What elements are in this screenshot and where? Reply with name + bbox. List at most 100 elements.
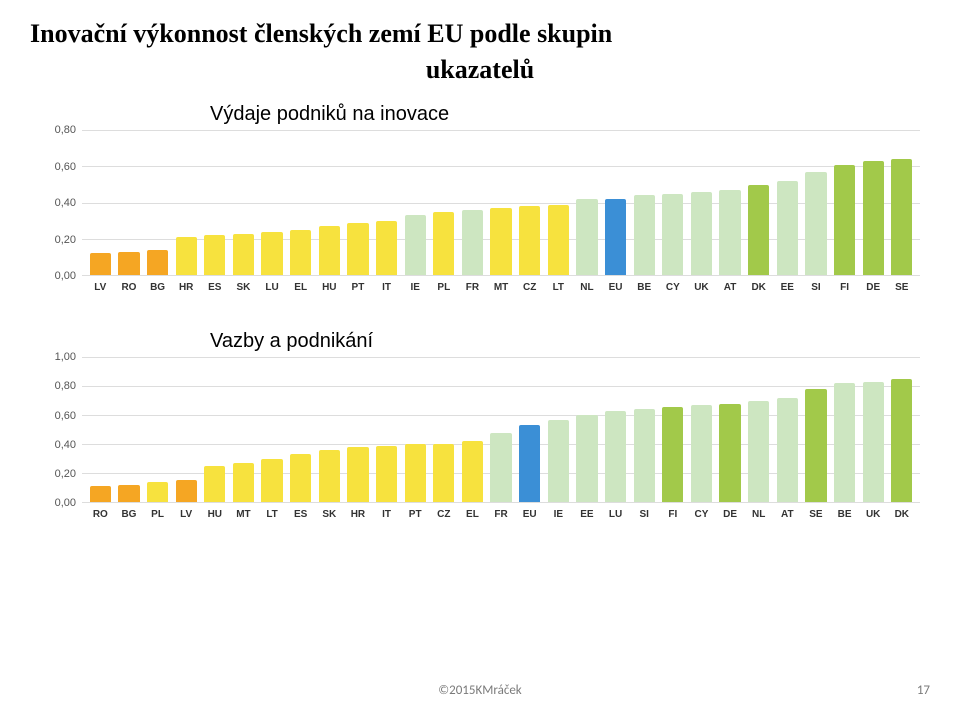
bar-sk: [233, 234, 254, 276]
bar-slot: [115, 357, 144, 502]
x-tick-label: NL: [744, 505, 773, 527]
bar-slot: [430, 357, 459, 502]
x-tick-label: CZ: [515, 278, 544, 300]
y-tick-label: 0,20: [55, 468, 76, 480]
x-tick-label: PT: [401, 505, 430, 527]
x-tick-label: EE: [773, 278, 802, 300]
bar-slot: [401, 357, 430, 502]
x-tick-label: AT: [773, 505, 802, 527]
bar-lu: [261, 232, 282, 276]
footer-copyright: ©2015KMráček: [0, 683, 960, 698]
x-tick-label: DE: [859, 278, 888, 300]
bar-hr: [347, 447, 368, 502]
bar-ee: [576, 415, 597, 502]
bar-slot: [115, 130, 144, 275]
bar-at: [719, 190, 740, 275]
bar-slot: [515, 357, 544, 502]
bar-slot: [573, 130, 602, 275]
x-tick-label: SE: [802, 505, 831, 527]
bar-ro: [90, 486, 111, 502]
bar-slot: [773, 357, 802, 502]
x-tick-label: LU: [601, 505, 630, 527]
bar-cy: [691, 405, 712, 502]
x-tick-label: PT: [344, 278, 373, 300]
x-tick-label: SK: [229, 278, 258, 300]
bar-slot: [258, 357, 287, 502]
x-tick-label: SE: [888, 278, 917, 300]
bar-es: [290, 454, 311, 502]
y-tick-label: 0,80: [55, 124, 76, 136]
bar-eu: [605, 199, 626, 275]
bar-slot: [601, 130, 630, 275]
bar-fi: [834, 165, 855, 276]
chart2-plot: [82, 357, 920, 503]
bar-slot: [888, 130, 917, 275]
bar-slot: [716, 130, 745, 275]
bar-uk: [691, 192, 712, 275]
bar-de: [719, 404, 740, 503]
x-tick-label: IT: [372, 278, 401, 300]
bar-slot: [229, 357, 258, 502]
bar-lu: [605, 411, 626, 502]
x-tick-label: EL: [458, 505, 487, 527]
x-tick-label: CZ: [430, 505, 459, 527]
bar-slot: [544, 357, 573, 502]
y-tick-label: 0,40: [55, 197, 76, 209]
x-tick-label: FI: [830, 278, 859, 300]
chart1-label: Výdaje podniků na inovace: [210, 103, 930, 126]
x-tick-label: HU: [201, 505, 230, 527]
bar-bg: [118, 485, 139, 502]
x-tick-label: HR: [344, 505, 373, 527]
bar-slot: [802, 357, 831, 502]
chart2-x-labels: ROBGPLLVHUMTLTESSKHRITPTCZELFREUIEEELUSI…: [82, 505, 920, 527]
bar-se: [805, 389, 826, 502]
bar-at: [777, 398, 798, 502]
bar-se: [891, 159, 912, 275]
page-title-line2: ukazatelů: [426, 55, 534, 85]
bar-hu: [204, 466, 225, 502]
bar-slot: [201, 130, 230, 275]
bar-cy: [662, 194, 683, 276]
chart-linkages: Vazby a podnikání 0,000,200,400,600,801,…: [30, 330, 930, 527]
bar-pl: [147, 482, 168, 502]
x-tick-label: CY: [687, 505, 716, 527]
chart-spending: Výdaje podniků na inovace 0,000,200,400,…: [30, 103, 930, 300]
bar-slot: [544, 130, 573, 275]
x-tick-label: DK: [744, 278, 773, 300]
x-tick-label: BE: [830, 505, 859, 527]
x-tick-label: DE: [716, 505, 745, 527]
bar-lv: [176, 480, 197, 502]
bar-slot: [487, 130, 516, 275]
bar-lt: [548, 205, 569, 276]
x-tick-label: SK: [315, 505, 344, 527]
bar-hu: [319, 226, 340, 275]
x-tick-label: SI: [630, 505, 659, 527]
bar-slot: [515, 130, 544, 275]
bar-slot: [659, 357, 688, 502]
chart2-label: Vazby a podnikání: [210, 330, 930, 353]
bar-bg: [147, 250, 168, 275]
bar-pt: [347, 223, 368, 276]
chart1-x-labels: LVROBGHRESSKLUELHUPTITIEPLFRMTCZLTNLEUBE…: [82, 278, 920, 300]
x-tick-label: DK: [888, 505, 917, 527]
bar-ie: [405, 215, 426, 275]
bar-slot: [286, 130, 315, 275]
bar-dk: [891, 379, 912, 502]
footer-page-number: 17: [917, 683, 930, 698]
bar-slot: [859, 357, 888, 502]
x-tick-label: BG: [115, 505, 144, 527]
x-tick-label: LT: [258, 505, 287, 527]
x-tick-label: LV: [86, 278, 115, 300]
bar-slot: [344, 357, 373, 502]
x-tick-label: IE: [544, 505, 573, 527]
x-tick-label: BG: [143, 278, 172, 300]
bar-slot: [487, 357, 516, 502]
bar-slot: [286, 357, 315, 502]
bar-es: [204, 235, 225, 275]
bar-eu: [519, 425, 540, 502]
bar-slot: [601, 357, 630, 502]
bar-nl: [748, 401, 769, 503]
x-tick-label: MT: [229, 505, 258, 527]
bar-cz: [519, 206, 540, 275]
bar-slot: [201, 357, 230, 502]
